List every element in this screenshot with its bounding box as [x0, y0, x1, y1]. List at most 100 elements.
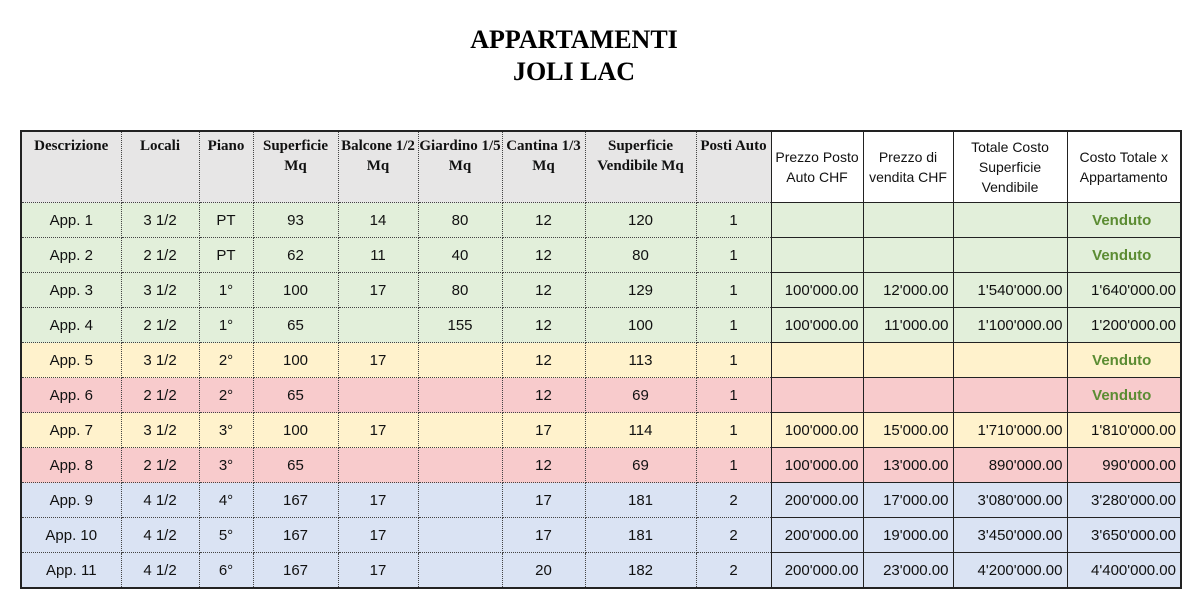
table-cell: 3 1/2 [120, 202, 200, 238]
title-line-2: JOLI LAC [512, 57, 636, 86]
table-cell: 13'000.00 [862, 447, 954, 483]
table-cell: App. 7 [20, 412, 122, 448]
table-cell: 12 [501, 342, 586, 378]
table-cell: 167 [252, 552, 339, 589]
table-cell: 14 [337, 202, 419, 238]
table-cell: 1 [695, 307, 772, 343]
table-cell [862, 377, 954, 413]
table-cell: 2 1/2 [120, 377, 200, 413]
header-row: Descrizione Locali Piano Superficie Mq Balco… [20, 130, 1182, 203]
table-cell: 100 [252, 272, 339, 308]
table-cell: 17 [501, 482, 586, 518]
table-cell: 11 [337, 237, 419, 273]
table-cell: 167 [252, 482, 339, 518]
column-header: Superficie Mq [252, 130, 339, 203]
table-cell: 12 [501, 377, 586, 413]
table-cell: 12 [501, 307, 586, 343]
table-cell: 3'080'000.00 [952, 482, 1068, 518]
table-cell: 17'000.00 [862, 482, 954, 518]
table-cell: App. 3 [20, 272, 122, 308]
table-cell: 23'000.00 [862, 552, 954, 589]
table-cell: 100 [584, 307, 697, 343]
table-cell: 100'000.00 [770, 447, 864, 483]
table-cell: 4'400'000.00 [1066, 552, 1182, 589]
table-cell [862, 202, 954, 238]
table-cell: 12 [501, 272, 586, 308]
table-cell: 2 [695, 552, 772, 589]
table-cell: 17 [337, 482, 419, 518]
table-cell: 200'000.00 [770, 482, 864, 518]
table-cell: 4 1/2 [120, 517, 200, 553]
table-cell: App. 6 [20, 377, 122, 413]
table-cell: 17 [501, 517, 586, 553]
table-cell: 1 [695, 377, 772, 413]
table-cell: App. 4 [20, 307, 122, 343]
table-cell: 3'280'000.00 [1066, 482, 1182, 518]
table-cell: 12 [501, 447, 586, 483]
table-cell: 3° [198, 447, 254, 483]
column-header: Totale Costo Superficie Vendibile [952, 130, 1068, 203]
table-cell: 181 [584, 482, 697, 518]
table-cell: 1° [198, 307, 254, 343]
column-header: Giardino 1/5 Mq [417, 130, 503, 203]
table-cell: App. 9 [20, 482, 122, 518]
table-cell: 1 [695, 272, 772, 308]
table-cell: 15'000.00 [862, 412, 954, 448]
table-cell: 1 [695, 342, 772, 378]
table-cell: 12 [501, 237, 586, 273]
table-cell: 80 [584, 237, 697, 273]
table-cell [862, 237, 954, 273]
table-cell [770, 237, 864, 273]
table-cell: 114 [584, 412, 697, 448]
table-cell: App. 1 [20, 202, 122, 238]
table-cell: 2° [198, 342, 254, 378]
table-cell: 69 [584, 447, 697, 483]
table-cell: 1'540'000.00 [952, 272, 1068, 308]
document-title: APPARTAMENTI JOLI LAC [0, 24, 1148, 88]
table-cell: 113 [584, 342, 697, 378]
table-cell [417, 482, 503, 518]
table-cell: 155 [417, 307, 503, 343]
table-cell: 20 [501, 552, 586, 589]
sold-status: Venduto [1066, 342, 1182, 378]
table-cell: App. 11 [20, 552, 122, 589]
table-cell: 4 1/2 [120, 552, 200, 589]
table-cell: 2 1/2 [120, 447, 200, 483]
table-cell [417, 342, 503, 378]
table-cell: 182 [584, 552, 697, 589]
table-cell: 3 1/2 [120, 412, 200, 448]
table-cell: 3 1/2 [120, 272, 200, 308]
column-header: Cantina 1/3 Mq [501, 130, 586, 203]
table-cell: 1'200'000.00 [1066, 307, 1182, 343]
sold-status: Venduto [1066, 202, 1182, 238]
table-cell: 2 [695, 482, 772, 518]
table-cell [952, 342, 1068, 378]
table-cell: 3° [198, 412, 254, 448]
table-cell: 17 [337, 412, 419, 448]
table-cell [952, 237, 1068, 273]
table-cell: 1 [695, 237, 772, 273]
apartments-table: Descrizione Locali Piano Superficie Mq Balco… [20, 130, 1182, 589]
table-cell: 200'000.00 [770, 517, 864, 553]
column-header: Posti Auto [695, 130, 772, 203]
table-cell: 17 [501, 412, 586, 448]
table-cell: 100 [252, 342, 339, 378]
table-cell [952, 202, 1068, 238]
table-cell: 167 [252, 517, 339, 553]
table-cell: 93 [252, 202, 339, 238]
table-cell: 40 [417, 237, 503, 273]
table-cell: 4° [198, 482, 254, 518]
table-cell [417, 447, 503, 483]
table-cell [952, 377, 1068, 413]
table-cell [417, 552, 503, 589]
sold-status: Venduto [1066, 237, 1182, 273]
table-cell: 3'650'000.00 [1066, 517, 1182, 553]
table-cell: 100'000.00 [770, 412, 864, 448]
table-cell: 890'000.00 [952, 447, 1068, 483]
table-cell [417, 517, 503, 553]
